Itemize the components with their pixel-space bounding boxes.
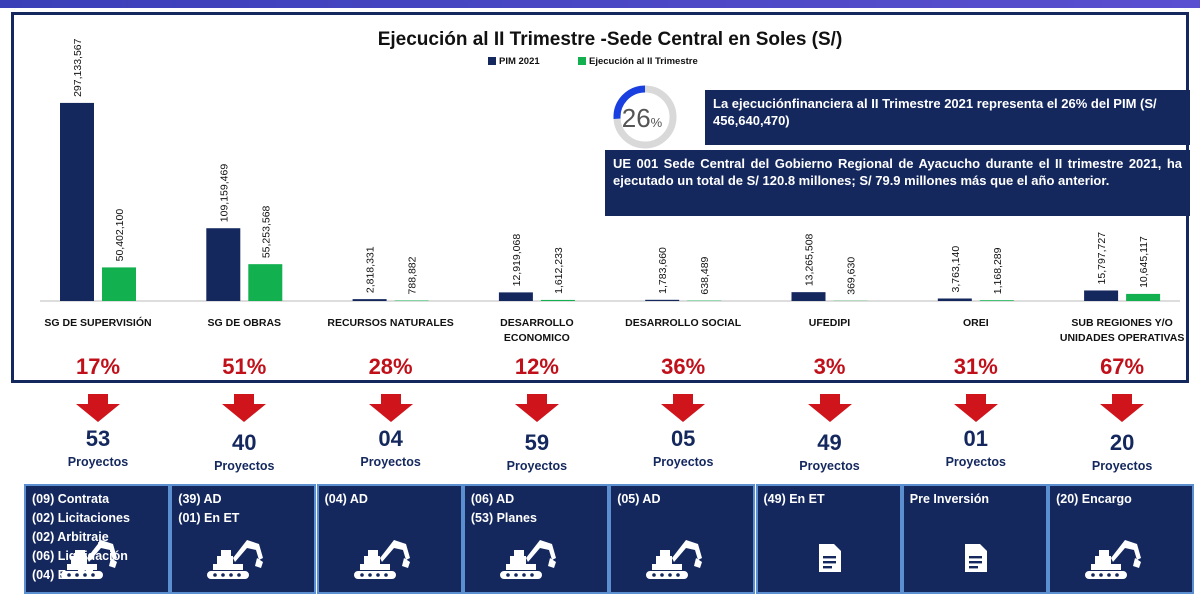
arrow [808,394,852,422]
x-tick-label: SG DE OBRAS [174,316,314,331]
project-label: Proyectos [331,455,451,469]
project-label: Proyectos [477,459,597,473]
project-label: Proyectos [916,455,1036,469]
project-count: 05 [623,426,743,452]
panel-box: (39) AD(01) En ET [170,484,316,594]
panel-box: (06) AD(53) Planes [463,484,609,594]
panel-icon [963,542,989,580]
project-label: Proyectos [623,455,743,469]
project-count: 40 [184,430,304,456]
x-tick-label: OREI [906,316,1046,331]
arrow-icon [1100,394,1144,422]
x-tick-label: SG DE SUPERVISIÓN [28,316,168,331]
panel-item: (39) AD [178,490,308,509]
panel-item: (06) AD [471,490,601,509]
project-label: Proyectos [184,459,304,473]
x-tick-label: UFEDIPI [760,316,900,331]
arrow [661,394,705,422]
project-count: 01 [916,426,1036,452]
project-count: 59 [477,430,597,456]
panel-box: (05) AD [609,484,755,594]
arrow-icon [954,394,998,422]
excavator-icon [646,534,706,580]
arrow [222,394,266,422]
project-label: Proyectos [1062,459,1182,473]
arrow [1100,394,1144,422]
percent: 28% [331,354,451,380]
percent: 17% [38,354,158,380]
x-tick-label: SUB REGIONES Y/O UNIDADES OPERATIVAS [1052,316,1192,346]
arrow-icon [76,394,120,422]
arrow [954,394,998,422]
percent: 12% [477,354,597,380]
arrow [76,394,120,422]
panel-icon [646,534,706,586]
panel-icon [354,534,414,586]
arrow-icon [369,394,413,422]
excavator-icon [207,534,267,580]
panel-item: Pre Inversión [910,490,1040,509]
panel-icon [207,534,267,586]
panel-item: (01) En ET [178,509,308,528]
arrow [515,394,559,422]
project-count: 49 [770,430,890,456]
percent: 31% [916,354,1036,380]
panel-item: (53) Planes [471,509,601,528]
percent: 51% [184,354,304,380]
excavator-icon [1085,534,1145,580]
percent: 36% [623,354,743,380]
arrow-icon [661,394,705,422]
excavator-icon [61,534,121,580]
document-icon [817,542,843,574]
arrow-icon [222,394,266,422]
panel-box: Pre Inversión [902,484,1048,594]
excavator-icon [354,534,414,580]
panel-icon [817,542,843,580]
excavator-icon [500,534,560,580]
panel-item: (20) Encargo [1056,490,1186,509]
project-label: Proyectos [38,455,158,469]
callout: UE 001 Sede Central del Gobierno Regiona… [605,150,1190,216]
x-tick-label: RECURSOS NATURALES [321,316,461,331]
panel-item: (05) AD [617,490,747,509]
arrow [369,394,413,422]
panel-item: (04) AD [325,490,455,509]
callout: La ejecuciónfinanciera al II Trimestre 2… [705,90,1190,145]
panel-item: (49) En ET [764,490,894,509]
panel-box: (20) Encargo [1048,484,1194,594]
project-count: 20 [1062,430,1182,456]
panel-icon [1085,534,1145,586]
project-count: 04 [331,426,451,452]
panel-icon [500,534,560,586]
x-tick-label: DESARROLLO ECONOMICO [467,316,607,346]
panel-item: (02) Licitaciones [32,509,162,528]
panel-box: (09) Contrata(02) Licitaciones(02) Arbit… [24,484,170,594]
panel-icon [61,534,121,586]
panel-box: (04) AD [317,484,463,594]
arrow-icon [515,394,559,422]
project-count: 53 [38,426,158,452]
percent: 3% [770,354,890,380]
percent: 67% [1062,354,1182,380]
document-icon [963,542,989,574]
panel-box: (49) En ET [756,484,902,594]
project-label: Proyectos [770,459,890,473]
x-tick-label: DESARROLLO SOCIAL [613,316,753,331]
arrow-icon [808,394,852,422]
panel-item: (09) Contrata [32,490,162,509]
